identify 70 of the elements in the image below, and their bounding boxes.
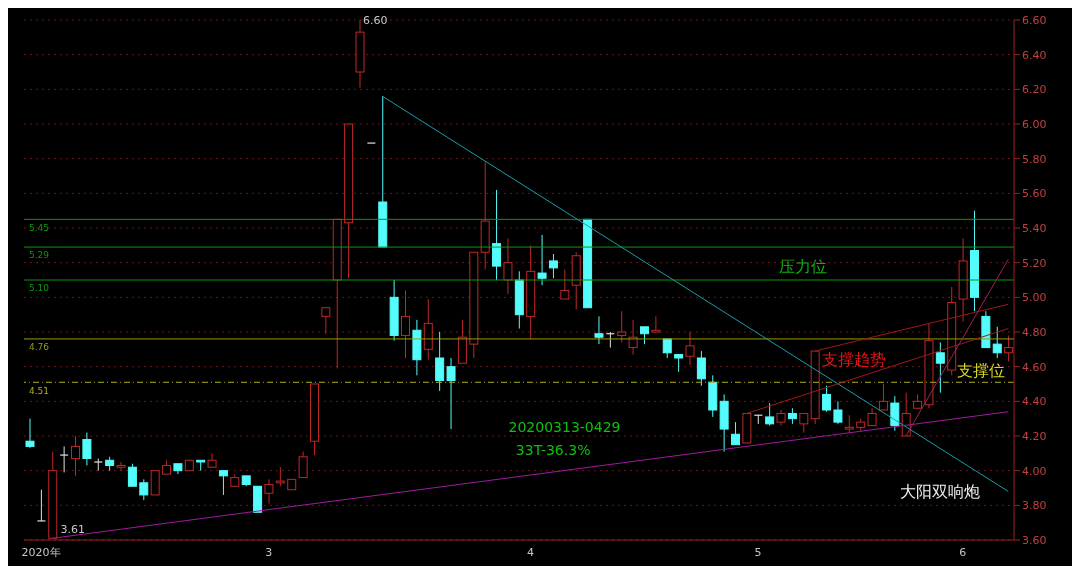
annotation: 3.61: [60, 523, 85, 537]
x-tick-label: 6: [959, 545, 967, 559]
candlestick: [992, 326, 1002, 359]
candlestick: [685, 331, 695, 366]
candlestick: [82, 432, 92, 466]
candlestick: [435, 331, 445, 392]
candlestick: [503, 237, 513, 295]
candlestick: [275, 466, 285, 487]
y-tick-label: 6.00: [1022, 117, 1047, 131]
candlestick: [321, 307, 331, 335]
candlestick: [25, 418, 35, 449]
annotation: 20200313-0429: [508, 419, 621, 436]
y-tick-label: 4.40: [1022, 395, 1047, 409]
candlestick: [59, 445, 69, 473]
annotation: 支撑位: [957, 360, 1005, 380]
candlestick: [594, 315, 604, 345]
y-tick-label: 5.80: [1022, 152, 1047, 166]
candlestick: [696, 350, 706, 387]
annotation: 支撑趋势: [821, 350, 886, 370]
candlestick: [207, 452, 217, 468]
y-tick-label: 5.00: [1022, 291, 1047, 305]
candlestick: [127, 463, 137, 487]
candlestick: [890, 395, 900, 432]
y-tick-label: 4.80: [1022, 325, 1047, 339]
y-tick-label: 6.20: [1022, 83, 1047, 97]
y-tick-label: 4.20: [1022, 429, 1047, 443]
annotation: 压力位: [779, 256, 828, 276]
y-tick-label: 6.60: [1022, 13, 1047, 27]
annotation: 大阳双响炮: [900, 482, 981, 502]
candlestick: [548, 253, 558, 279]
candlestick: [822, 385, 832, 413]
candlestick: [492, 189, 502, 281]
y-tick-label: 5.60: [1022, 187, 1047, 201]
x-tick-label: 2020年: [21, 545, 61, 559]
ref-line-label: 4.51: [29, 385, 50, 396]
candlestick: [617, 310, 627, 343]
ref-line-label: 4.76: [29, 342, 50, 353]
candlestick: [765, 402, 775, 427]
x-tick-label: 4: [526, 545, 534, 559]
candlestick: [651, 315, 661, 333]
candlestick: [731, 421, 741, 446]
candlestick: [560, 269, 570, 300]
y-tick-label: 5.40: [1022, 221, 1047, 235]
candlestick: [446, 357, 456, 430]
x-tick-label: 5: [754, 545, 762, 559]
ref-line-label: 5.10: [29, 283, 50, 294]
y-tick-label: 4.00: [1022, 464, 1047, 478]
ref-line-label: 5.29: [29, 250, 50, 261]
candlestick: [218, 470, 228, 496]
y-tick-label: 4.60: [1022, 360, 1047, 374]
x-tick-label: 3: [265, 545, 273, 559]
y-tick-label: 3.60: [1022, 533, 1047, 547]
candlestick: [298, 451, 308, 479]
y-tick-label: 6.40: [1022, 48, 1047, 62]
y-tick-label: 3.80: [1022, 499, 1047, 513]
annotation: 33T-36.3%: [515, 441, 591, 458]
candlestick: [71, 435, 81, 477]
candlestick: [935, 341, 945, 394]
ref-line-label: 5.45: [29, 222, 50, 233]
candlestick: [139, 478, 149, 501]
candlestick: [116, 461, 126, 472]
candlestick: [401, 289, 411, 359]
annotation: 6.60: [363, 13, 388, 27]
candlestick: [878, 383, 888, 411]
candlestick: [264, 478, 274, 505]
candlestick: [537, 234, 547, 286]
candlestick: [799, 412, 809, 434]
candlestick: [833, 400, 843, 425]
y-tick-label: 5.20: [1022, 256, 1047, 270]
candlestick: [36, 489, 46, 522]
